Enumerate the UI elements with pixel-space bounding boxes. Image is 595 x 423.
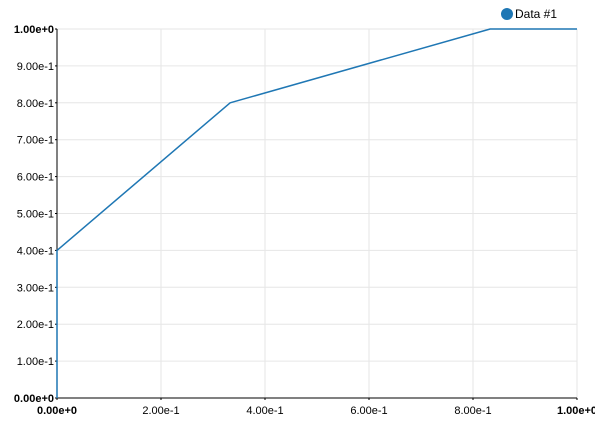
- y-tick-label: 6.00e-1: [17, 172, 54, 184]
- series-layer: [56, 28, 577, 398]
- x-tick-label: 0.00e+0: [37, 405, 77, 417]
- axes: [55, 28, 578, 400]
- x-tick-label: 6.00e-1: [350, 405, 387, 417]
- y-tick-label: 3.00e-1: [17, 282, 54, 294]
- legend-marker-icon[interactable]: [501, 8, 513, 20]
- series-line-1[interactable]: [56, 28, 577, 398]
- x-tick-label: 8.00e-1: [454, 405, 491, 417]
- y-tick-label: 1.00e+0: [14, 24, 54, 36]
- x-tick-label: 4.00e-1: [246, 405, 283, 417]
- y-tick-label: 8.00e-1: [17, 98, 54, 110]
- legend[interactable]: Data #1: [501, 7, 558, 21]
- tick-labels: 0.00e+0 1.00e-1 2.00e-1 3.00e-1 4.00e-1 5.00e…: [14, 24, 595, 417]
- y-tick-label: 5.00e-1: [17, 209, 54, 221]
- y-tick-label: 2.00e-1: [17, 319, 54, 331]
- legend-label[interactable]: Data #1: [515, 7, 557, 21]
- x-tick-label: 1.00e+0: [557, 405, 595, 417]
- grid: [57, 28, 578, 398]
- y-tick-label: 0.00e+0: [14, 393, 54, 405]
- y-tick-label: 4.00e-1: [17, 245, 54, 257]
- y-tick-label: 1.00e-1: [17, 356, 54, 368]
- y-tick-label: 9.00e-1: [17, 61, 54, 73]
- y-tick-label: 7.00e-1: [17, 135, 54, 147]
- x-tick-label: 2.00e-1: [142, 405, 179, 417]
